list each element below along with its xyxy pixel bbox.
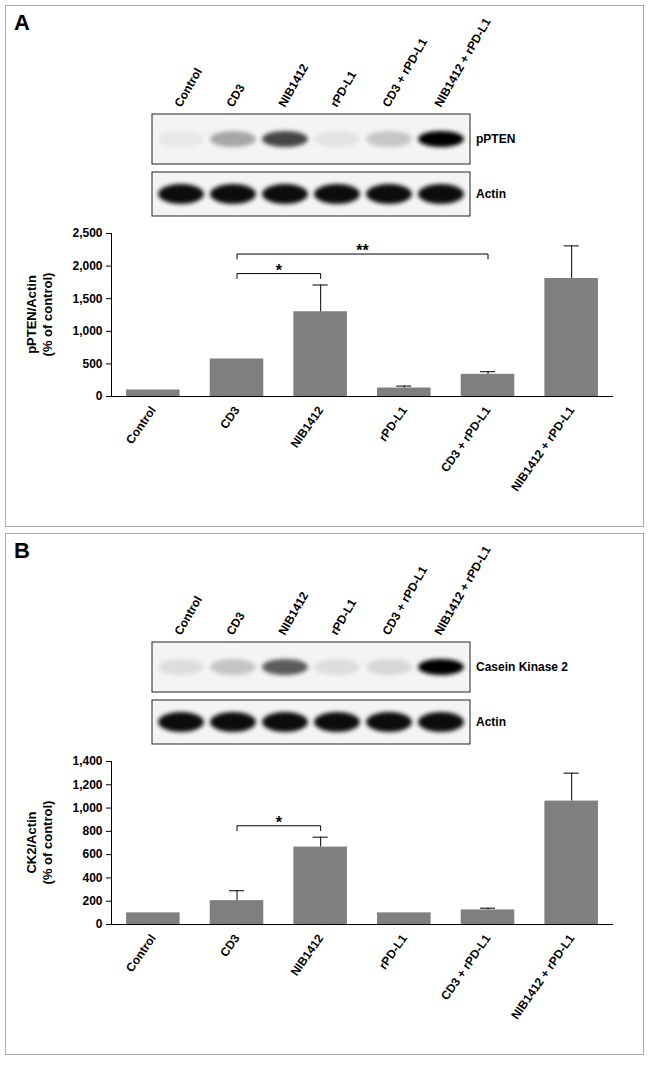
svg-text:CD3: CD3 [217,403,242,431]
svg-text:1,500: 1,500 [72,292,102,306]
svg-text:CD3: CD3 [217,931,242,959]
svg-text:Control: Control [171,66,204,110]
svg-text:CD3: CD3 [223,81,247,109]
svg-text:400: 400 [82,871,102,885]
svg-text:rPD-L1: rPD-L1 [327,596,359,637]
svg-text:rPD-L1: rPD-L1 [327,68,359,109]
svg-text:0: 0 [96,917,103,931]
svg-text:NIB1412: NIB1412 [288,403,327,450]
svg-text:NIB1412 + rPD-L1: NIB1412 + rPD-L1 [431,15,493,109]
svg-text:CD3 + rPD-L1: CD3 + rPD-L1 [438,931,494,1002]
svg-text:NIB1412: NIB1412 [288,931,327,978]
svg-text:NIB1412 + rPD-L1: NIB1412 + rPD-L1 [431,543,493,637]
svg-text:**: ** [356,242,369,259]
svg-text:Actin: Actin [476,187,506,201]
svg-text:NIB1412: NIB1412 [275,589,311,637]
svg-text:200: 200 [82,894,102,908]
svg-text:*: * [276,262,283,279]
svg-text:CD3 + rPD-L1: CD3 + rPD-L1 [379,36,430,110]
svg-text:0: 0 [96,389,103,403]
svg-text:CD3: CD3 [223,609,247,637]
svg-text:1,000: 1,000 [72,801,102,815]
svg-text:Control: Control [123,404,159,447]
svg-text:600: 600 [82,847,102,861]
svg-text:pPTEN/Actin(% of control): pPTEN/Actin(% of control) [24,273,55,357]
svg-text:*: * [276,814,283,831]
svg-text:CK2/Actin(% of control): CK2/Actin(% of control) [24,801,55,885]
svg-text:NIB1412: NIB1412 [275,61,311,109]
svg-text:rPD-L1: rPD-L1 [376,931,410,972]
svg-text:Control: Control [123,932,159,975]
svg-text:2,000: 2,000 [72,259,102,273]
svg-text:1,200: 1,200 [72,778,102,792]
svg-text:2,500: 2,500 [72,226,102,240]
svg-text:Casein Kinase 2: Casein Kinase 2 [476,660,568,674]
svg-text:500: 500 [82,357,102,371]
svg-text:800: 800 [82,824,102,838]
svg-text:CD3 + rPD-L1: CD3 + rPD-L1 [379,564,430,638]
svg-text:Actin: Actin [476,715,506,729]
svg-text:pPTEN: pPTEN [476,132,515,146]
svg-text:Control: Control [171,594,204,638]
html-text:B: B [14,538,30,563]
html-text:A: A [14,10,30,35]
svg-text:CD3 + rPD-L1: CD3 + rPD-L1 [438,403,494,474]
svg-text:NIB1412 + rPD-L1: NIB1412 + rPD-L1 [508,931,577,1022]
svg-text:1,000: 1,000 [72,324,102,338]
svg-text:rPD-L1: rPD-L1 [376,403,410,444]
svg-text:1,400: 1,400 [72,754,102,768]
svg-text:NIB1412 + rPD-L1: NIB1412 + rPD-L1 [508,403,577,494]
